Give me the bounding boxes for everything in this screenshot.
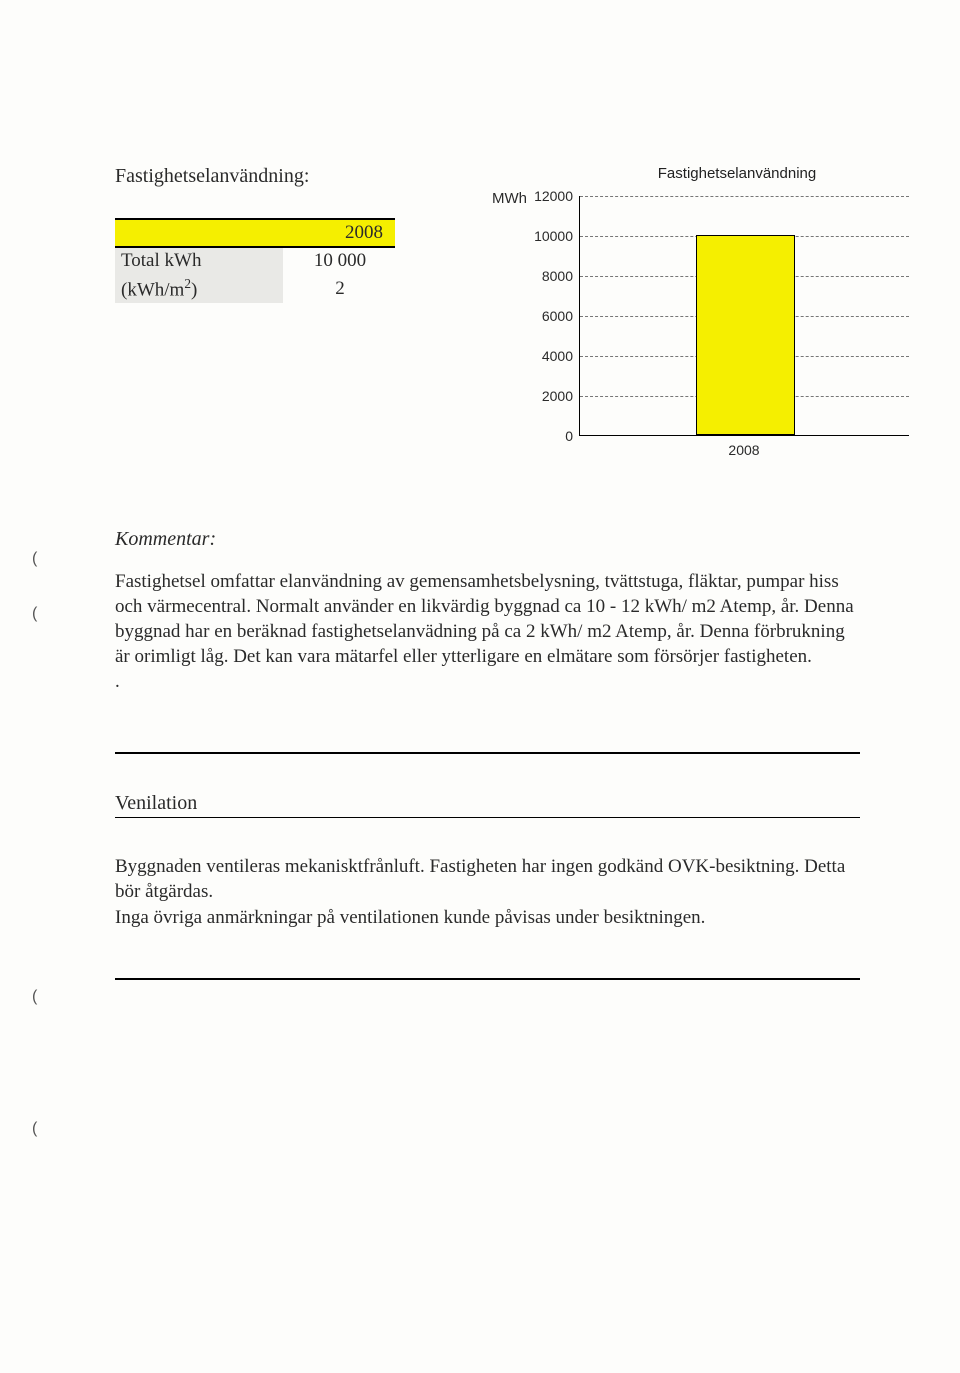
margin-mark: ( xyxy=(32,1120,37,1138)
chart-ytick: 12000 xyxy=(534,188,573,204)
chart-xtick: 2008 xyxy=(579,442,909,458)
table-header-blank xyxy=(115,219,283,247)
chart-bar xyxy=(696,235,795,435)
chart-gridline xyxy=(580,196,909,197)
table-header-year: 2008 xyxy=(283,219,395,247)
chart-ytick: 4000 xyxy=(542,348,573,364)
kommentar-tail: . xyxy=(115,669,855,694)
chart-plot-wrap: 2008 xyxy=(579,196,909,458)
table-row: Total kWh 10 000 xyxy=(115,247,395,274)
data-table: 2008 Total kWh 10 000 (kWh/m2) 2 xyxy=(115,218,395,303)
left-column: Fastighetselanvändning: 2008 Total kWh 1… xyxy=(115,165,445,303)
chart-ytick: 10000 xyxy=(534,228,573,244)
ventilation-body: Byggnaden ventileras mekanisktfrånluft. … xyxy=(115,854,855,929)
table-cell-label: (kWh/m2) xyxy=(115,274,283,303)
margin-mark: ( xyxy=(32,605,37,623)
table-cell-value: 10 000 xyxy=(283,247,395,274)
chart-xaxis: 2008 xyxy=(579,442,909,458)
section-title: Fastighetselanvändning: xyxy=(115,165,445,188)
kommentar-body: Fastighetsel omfattar elanvändning av ge… xyxy=(115,569,855,669)
chart: MWh 120001000080006000400020000 2008 xyxy=(475,196,909,458)
chart-ytick: 0 xyxy=(565,428,573,444)
chart-body: 120001000080006000400020000 xyxy=(533,196,579,436)
chart-plot xyxy=(579,196,909,436)
margin-mark: ( xyxy=(32,988,37,1006)
kommentar-heading: Kommentar: xyxy=(115,528,870,551)
chart-ytick: 8000 xyxy=(542,268,573,284)
chart-y-unit: MWh xyxy=(475,191,533,206)
ventilation-heading: Venilation xyxy=(115,792,860,818)
table-cell-label: Total kWh xyxy=(115,247,283,274)
divider xyxy=(115,978,860,980)
top-row: Fastighetselanvändning: 2008 Total kWh 1… xyxy=(115,165,870,458)
divider xyxy=(115,752,860,754)
chart-ytick: 2000 xyxy=(542,388,573,404)
document-page: ( ( ( ( Fastighetselanvändning: 2008 Tot… xyxy=(0,0,960,1373)
table-cell-value: 2 xyxy=(283,274,395,303)
chart-column: Fastighetselanvändning MWh 12000 10000 800… xyxy=(445,165,909,458)
chart-title: Fastighetselanvändning xyxy=(565,165,909,182)
table-row: (kWh/m2) 2 xyxy=(115,274,395,303)
chart-ytick: 6000 xyxy=(542,308,573,324)
chart-yaxis: 120001000080006000400020000 xyxy=(533,196,579,436)
margin-mark: ( xyxy=(32,550,37,568)
